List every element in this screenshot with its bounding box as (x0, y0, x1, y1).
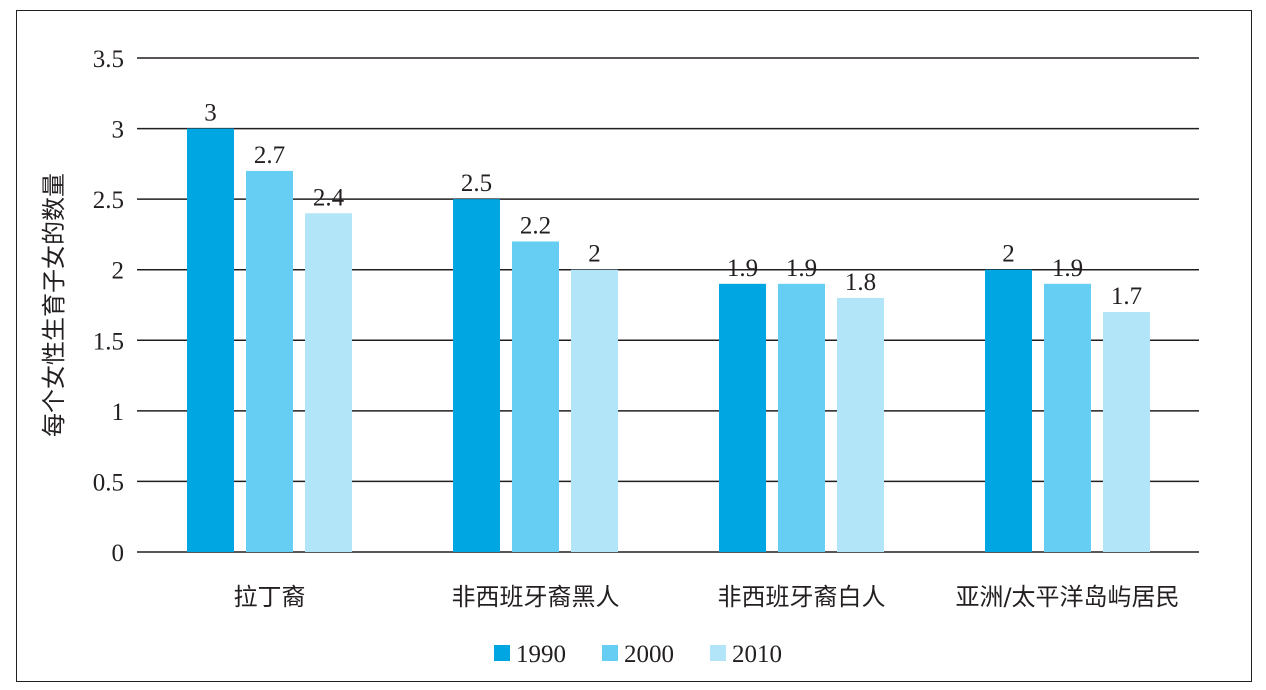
y-tick-label: 1.5 (93, 328, 124, 355)
bar-2010 (837, 297, 884, 552)
y-tick-label: 3.5 (93, 46, 124, 73)
bar-1990 (719, 283, 766, 552)
bar-1990 (985, 269, 1032, 552)
bar-1990 (453, 199, 500, 552)
y-tick-label: 0.5 (93, 469, 124, 496)
bars (187, 128, 1150, 553)
legend-swatch-2010 (710, 645, 726, 661)
data-label: 1.8 (845, 269, 876, 296)
data-label: 2.5 (461, 170, 492, 197)
y-tick-label: 3 (112, 117, 125, 144)
y-tick-label: 2 (112, 258, 125, 285)
bar-1990 (187, 128, 234, 553)
data-label: 3 (204, 100, 217, 127)
x-category-label: 非西班牙裔白人 (718, 583, 886, 611)
y-tick-label: 1 (112, 399, 125, 426)
bar-2000 (1044, 283, 1091, 552)
y-tick-label: 2.5 (93, 187, 124, 214)
legend-label: 2010 (732, 641, 782, 668)
data-label: 2 (588, 241, 601, 268)
bar-2010 (571, 269, 618, 552)
bar-2010 (305, 213, 352, 552)
legend: 1990 2000 2010 (494, 641, 782, 668)
data-label: 1.9 (1052, 255, 1083, 282)
x-axis-categories: 拉丁裔 非西班牙裔黑人 非西班牙裔白人 亚洲/太平洋岛屿居民 (234, 583, 1180, 611)
y-tick-label: 0 (112, 540, 125, 567)
legend-label: 2000 (624, 641, 674, 668)
x-category-label: 拉丁裔 (234, 583, 306, 611)
bar-2000 (512, 241, 559, 552)
bar-2010 (1103, 312, 1150, 552)
data-label: 2.7 (254, 142, 285, 169)
x-category-label: 非西班牙裔黑人 (452, 583, 620, 611)
data-label: 2.4 (313, 184, 345, 211)
data-label: 1.7 (1111, 283, 1142, 310)
bar-2000 (246, 170, 293, 552)
y-axis-label: 每个女性生育子女的数量 (40, 173, 68, 437)
data-labels: 3 2.7 2.4 2.5 2.2 2 1.9 1.9 1.8 2 1.9 1.7 (204, 100, 1142, 310)
y-axis-ticks: 0 0.5 1 1.5 2 2.5 3 3.5 (93, 46, 124, 567)
data-label: 1.9 (727, 255, 758, 282)
x-category-label: 亚洲/太平洋岛屿居民 (955, 583, 1179, 611)
legend-swatch-1990 (494, 645, 510, 661)
data-label: 1.9 (786, 255, 817, 282)
data-label: 2 (1002, 241, 1015, 268)
legend-label: 1990 (516, 641, 566, 668)
legend-swatch-2000 (602, 645, 618, 661)
bar-2000 (778, 283, 825, 552)
data-label: 2.2 (520, 212, 551, 239)
gridlines (137, 57, 1199, 553)
